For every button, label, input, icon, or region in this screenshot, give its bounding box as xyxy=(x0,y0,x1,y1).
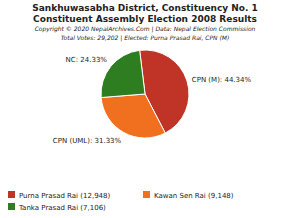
legend-swatch xyxy=(8,203,15,210)
legend-swatch xyxy=(143,191,150,198)
title: Sankhuwasabha District, Constituency No.… xyxy=(32,3,258,13)
chart: Sankhuwasabha District, Constituency No.… xyxy=(0,0,290,218)
data-label: CPN (UML): 31.33% xyxy=(53,137,122,145)
slice xyxy=(101,94,165,138)
legend-label: Purna Prasad Rai (12,948) xyxy=(19,192,111,200)
annotation: Total Votes: 29,202 | Elected: Purna Pra… xyxy=(61,34,230,42)
annotation: Copyright © 2020 NepalArchives.Com | Dat… xyxy=(35,25,256,33)
slice xyxy=(101,50,145,97)
legend-label: Kawan Sen Rai (9,148) xyxy=(154,192,234,200)
legend: Purna Prasad Rai (12,948) Kawan Sen Rai (… xyxy=(8,191,234,212)
legend-swatch xyxy=(8,191,15,198)
pie xyxy=(101,50,189,138)
data-label: NC: 24.33% xyxy=(66,56,108,64)
legend-label: Tanka Prasad Rai (7,106) xyxy=(18,204,106,212)
subtitle: Constituent Assembly Election 2008 Resul… xyxy=(33,14,257,24)
data-label: CPN (M): 44.34% xyxy=(192,76,252,84)
